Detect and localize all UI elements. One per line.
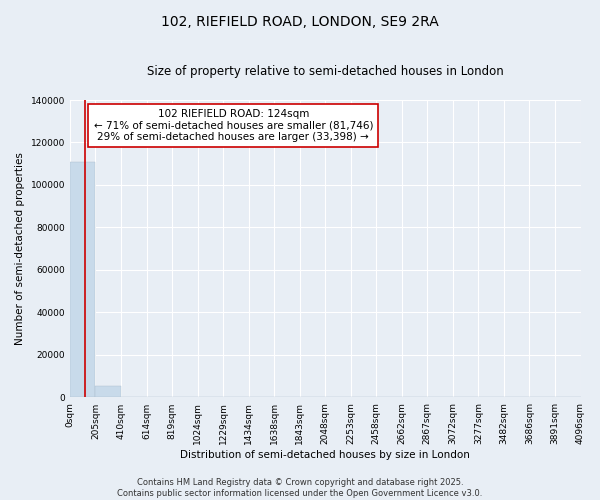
Text: 102 RIEFIELD ROAD: 124sqm
← 71% of semi-detached houses are smaller (81,746)
29%: 102 RIEFIELD ROAD: 124sqm ← 71% of semi-… xyxy=(94,109,373,142)
X-axis label: Distribution of semi-detached houses by size in London: Distribution of semi-detached houses by … xyxy=(180,450,470,460)
Bar xyxy=(95,386,121,398)
Title: Size of property relative to semi-detached houses in London: Size of property relative to semi-detach… xyxy=(147,65,503,78)
Bar xyxy=(70,162,95,398)
Text: Contains HM Land Registry data © Crown copyright and database right 2025.
Contai: Contains HM Land Registry data © Crown c… xyxy=(118,478,482,498)
Y-axis label: Number of semi-detached properties: Number of semi-detached properties xyxy=(15,152,25,345)
Text: 102, RIEFIELD ROAD, LONDON, SE9 2RA: 102, RIEFIELD ROAD, LONDON, SE9 2RA xyxy=(161,15,439,29)
